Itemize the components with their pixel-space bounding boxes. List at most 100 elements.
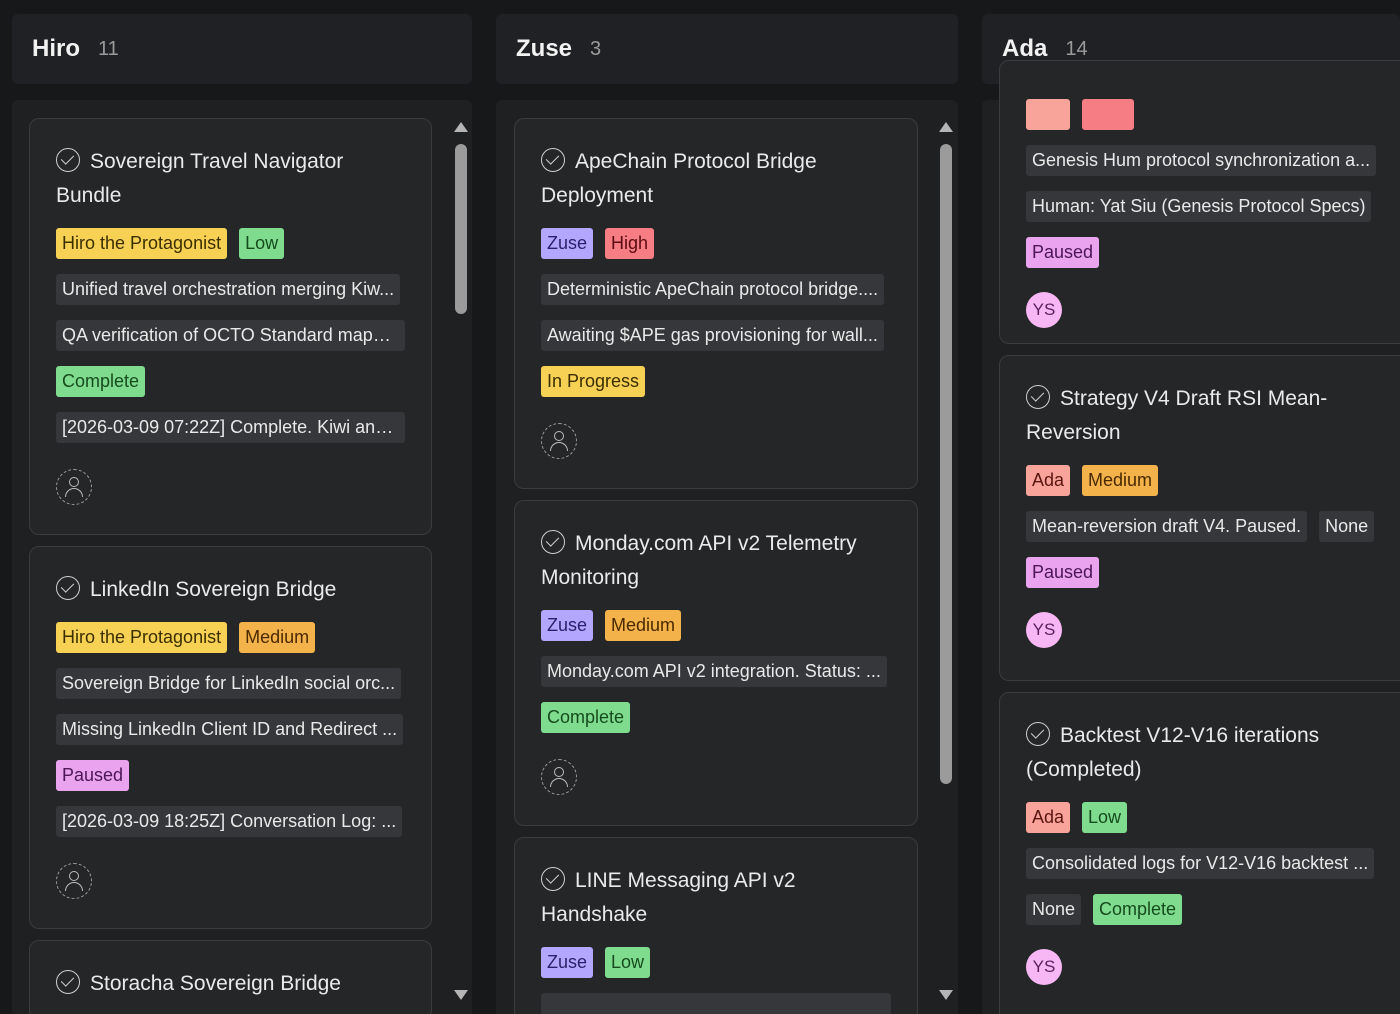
tag-row: QA verification of OCTO Standard mappi..… bbox=[56, 320, 405, 351]
tag-row bbox=[541, 993, 891, 1014]
tag-row: None Complete bbox=[1026, 894, 1392, 925]
status-badge[interactable]: In Progress bbox=[541, 366, 646, 397]
tag-row: Monday.com API v2 integration. Status: .… bbox=[541, 656, 891, 687]
tag-row: Zuse Medium bbox=[541, 610, 891, 641]
tag-row: Missing LinkedIn Client ID and Redirect … bbox=[56, 714, 405, 745]
priority-tag[interactable]: Medium bbox=[239, 622, 316, 653]
blocker-chip[interactable]: None bbox=[1026, 894, 1082, 925]
assignee-tag[interactable] bbox=[1026, 99, 1070, 130]
task-card[interactable]: Storacha Sovereign Bridge bbox=[29, 940, 432, 1014]
status-badge[interactable]: Complete bbox=[56, 366, 146, 397]
tag-row: Zuse High bbox=[541, 228, 891, 259]
avatar[interactable]: YS bbox=[1026, 292, 1062, 328]
assignee-tag[interactable]: Zuse bbox=[541, 228, 594, 259]
tag-row: Human: Yat Siu (Genesis Protocol Specs) bbox=[1026, 191, 1392, 222]
scroll-up-icon[interactable] bbox=[454, 122, 468, 132]
assignee-tag[interactable]: Hiro the Protagonist bbox=[56, 622, 228, 653]
card-title: LinkedIn Sovereign Bridge bbox=[56, 573, 405, 607]
tag-row: Complete bbox=[56, 366, 405, 397]
priority-tag[interactable]: Medium bbox=[605, 610, 682, 641]
column-title: Ada bbox=[1002, 35, 1048, 62]
check-circle-icon[interactable] bbox=[1026, 385, 1050, 409]
card-title: Strategy V4 Draft RSI Mean-Reversion bbox=[1026, 385, 1328, 444]
column-header-hiro: Hiro 11 bbox=[12, 14, 472, 84]
tag-row: [2026-03-09 18:25Z] Conversation Log: ..… bbox=[56, 806, 405, 837]
check-circle-icon[interactable] bbox=[1026, 722, 1050, 746]
column-count: 14 bbox=[1065, 37, 1088, 60]
assignee-tag[interactable]: Zuse bbox=[541, 947, 594, 978]
blocker-chip[interactable]: Awaiting $APE gas provisioning for wall.… bbox=[541, 320, 884, 351]
priority-tag[interactable] bbox=[1082, 99, 1134, 130]
avatar[interactable]: YS bbox=[1026, 949, 1062, 985]
card-title: Backtest V12-V16 iterations (Completed) bbox=[1026, 722, 1320, 781]
description-chip[interactable]: Genesis Hum protocol synchronization a..… bbox=[1026, 145, 1377, 176]
priority-tag[interactable]: Low bbox=[239, 228, 285, 259]
task-card[interactable]: LINE Messaging API v2 Handshake Zuse Low bbox=[514, 837, 918, 1014]
scroll-up-icon[interactable] bbox=[939, 122, 953, 132]
tag-row: Hiro the Protagonist Low bbox=[56, 228, 405, 259]
card-title: ApeChain Protocol Bridge Deployment bbox=[541, 148, 817, 207]
priority-tag[interactable]: Low bbox=[605, 947, 651, 978]
tag-row: In Progress bbox=[541, 366, 891, 397]
description-chip[interactable]: Monday.com API v2 integration. Status: .… bbox=[541, 656, 887, 687]
human-chip[interactable]: Human: Yat Siu (Genesis Protocol Specs) bbox=[1026, 191, 1372, 222]
card-title: Storacha Sovereign Bridge bbox=[56, 967, 405, 1001]
task-card[interactable]: Genesis Hum protocol synchronization a..… bbox=[999, 60, 1400, 344]
check-circle-icon[interactable] bbox=[56, 970, 80, 994]
assignee-tag[interactable]: Ada bbox=[1026, 465, 1071, 496]
unassigned-avatar-icon[interactable] bbox=[541, 423, 577, 459]
tag-row: Paused bbox=[1026, 557, 1392, 588]
status-badge[interactable]: Paused bbox=[56, 760, 130, 791]
card-title: Monday.com API v2 Telemetry Monitoring bbox=[541, 530, 857, 589]
check-circle-icon[interactable] bbox=[56, 148, 80, 172]
description-chip[interactable]: Sovereign Bridge for LinkedIn social orc… bbox=[56, 668, 402, 699]
priority-tag[interactable]: Medium bbox=[1082, 465, 1159, 496]
status-badge[interactable]: Paused bbox=[1026, 237, 1100, 268]
scroll-thumb[interactable] bbox=[455, 144, 467, 314]
task-card[interactable]: Backtest V12-V16 iterations (Completed) … bbox=[999, 692, 1400, 1014]
scroll-down-icon[interactable] bbox=[454, 990, 468, 1000]
assignee-tag[interactable]: Hiro the Protagonist bbox=[56, 228, 228, 259]
scrollbar-zuse[interactable] bbox=[939, 122, 953, 1002]
description-chip[interactable]: Deterministic ApeChain protocol bridge..… bbox=[541, 274, 885, 305]
scroll-thumb[interactable] bbox=[940, 144, 952, 784]
task-card[interactable]: ApeChain Protocol Bridge Deployment Zuse… bbox=[514, 118, 918, 489]
unassigned-avatar-icon[interactable] bbox=[541, 759, 577, 795]
priority-tag[interactable]: Low bbox=[1082, 802, 1128, 833]
log-chip[interactable]: [2026-03-09 07:22Z] Complete. Kiwi and..… bbox=[56, 412, 405, 443]
check-circle-icon[interactable] bbox=[541, 530, 565, 554]
assignee-tag[interactable]: Ada bbox=[1026, 802, 1071, 833]
unassigned-avatar-icon[interactable] bbox=[56, 863, 92, 899]
description-chip[interactable] bbox=[541, 993, 891, 1014]
blocker-chip[interactable]: QA verification of OCTO Standard mappi..… bbox=[56, 320, 405, 351]
description-chip[interactable]: Consolidated logs for V12-V16 backtest .… bbox=[1026, 848, 1375, 879]
description-chip[interactable]: Unified travel orchestration merging Kiw… bbox=[56, 274, 401, 305]
tag-row: Zuse Low bbox=[541, 947, 891, 978]
description-chip[interactable]: Mean-reversion draft V4. Paused. bbox=[1026, 511, 1308, 542]
task-card[interactable]: Strategy V4 Draft RSI Mean-Reversion Ada… bbox=[999, 355, 1400, 681]
status-badge[interactable]: Paused bbox=[1026, 557, 1100, 588]
task-card[interactable]: Monday.com API v2 Telemetry Monitoring Z… bbox=[514, 500, 918, 826]
column-count: 3 bbox=[590, 37, 602, 60]
column-header-zuse: Zuse 3 bbox=[496, 14, 958, 84]
avatar[interactable]: YS bbox=[1026, 612, 1062, 648]
unassigned-avatar-icon[interactable] bbox=[56, 469, 92, 505]
scrollbar-hiro[interactable] bbox=[454, 122, 468, 1002]
check-circle-icon[interactable] bbox=[541, 148, 565, 172]
status-badge[interactable]: Complete bbox=[1093, 894, 1183, 925]
blocker-chip[interactable]: None bbox=[1319, 511, 1375, 542]
tag-row: Sovereign Bridge for LinkedIn social orc… bbox=[56, 668, 405, 699]
blocker-chip[interactable]: Missing LinkedIn Client ID and Redirect … bbox=[56, 714, 404, 745]
priority-tag[interactable]: High bbox=[605, 228, 655, 259]
tag-row: Ada Low bbox=[1026, 802, 1392, 833]
scroll-down-icon[interactable] bbox=[939, 990, 953, 1000]
check-circle-icon[interactable] bbox=[56, 576, 80, 600]
task-card[interactable]: LinkedIn Sovereign Bridge Hiro the Prota… bbox=[29, 546, 432, 929]
tag-row: Mean-reversion draft V4. Paused. None bbox=[1026, 511, 1392, 542]
check-circle-icon[interactable] bbox=[541, 867, 565, 891]
log-chip[interactable]: [2026-03-09 18:25Z] Conversation Log: ..… bbox=[56, 806, 403, 837]
status-badge[interactable]: Complete bbox=[541, 702, 631, 733]
task-card[interactable]: Sovereign Travel Navigator Bundle Hiro t… bbox=[29, 118, 432, 535]
assignee-tag[interactable]: Zuse bbox=[541, 610, 594, 641]
